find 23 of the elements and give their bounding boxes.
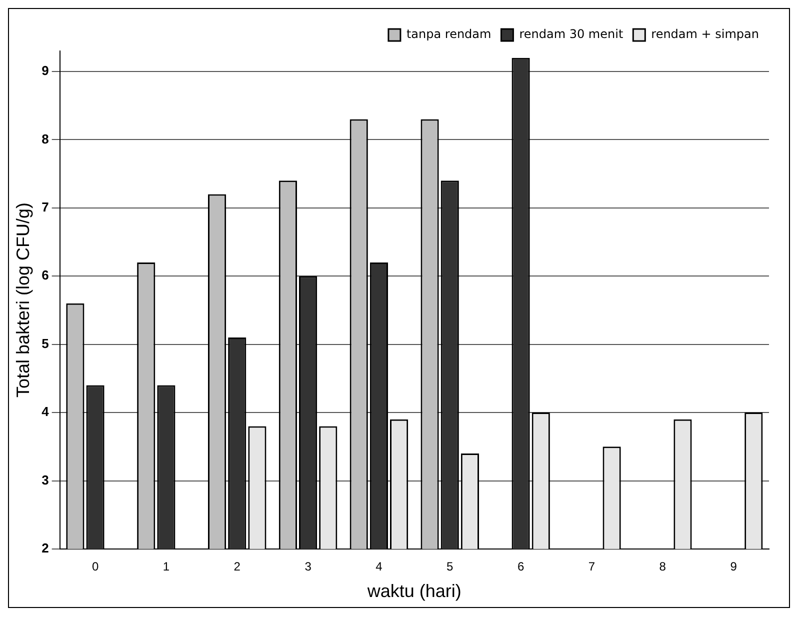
x-tick-label: 7 [588, 560, 596, 574]
x-tick-label: 1 [162, 560, 170, 574]
y-tick-label: 2 [42, 540, 49, 556]
x-tick-label: 6 [517, 560, 524, 574]
y-tick-label: 9 [42, 63, 49, 78]
legend-label: rendam 30 menit [519, 27, 624, 42]
y-tick-label: 7 [42, 199, 49, 214]
x-axis-title: waktu (hari) [366, 581, 462, 602]
legend-label: rendam + simpan [651, 27, 760, 42]
x-tick-label: 9 [730, 560, 738, 574]
x-tick-label: 2 [234, 560, 241, 574]
y-tick-label: 6 [42, 268, 49, 283]
x-tick-label: 0 [92, 560, 99, 574]
x-tick-label: 3 [304, 560, 312, 574]
legend-label: tanpa rendam [406, 27, 492, 42]
x-tick-label: 5 [446, 560, 454, 574]
y-tick-label: 8 [42, 131, 49, 146]
y-tick-label: 3 [42, 472, 49, 488]
x-tick-label: 8 [659, 560, 666, 574]
x-tick-label: 4 [376, 560, 383, 574]
y-tick-label: 4 [42, 404, 50, 420]
y-axis-title: Total bakteri (log CFU/g) [12, 202, 33, 398]
y-tick-label: 5 [42, 336, 49, 351]
